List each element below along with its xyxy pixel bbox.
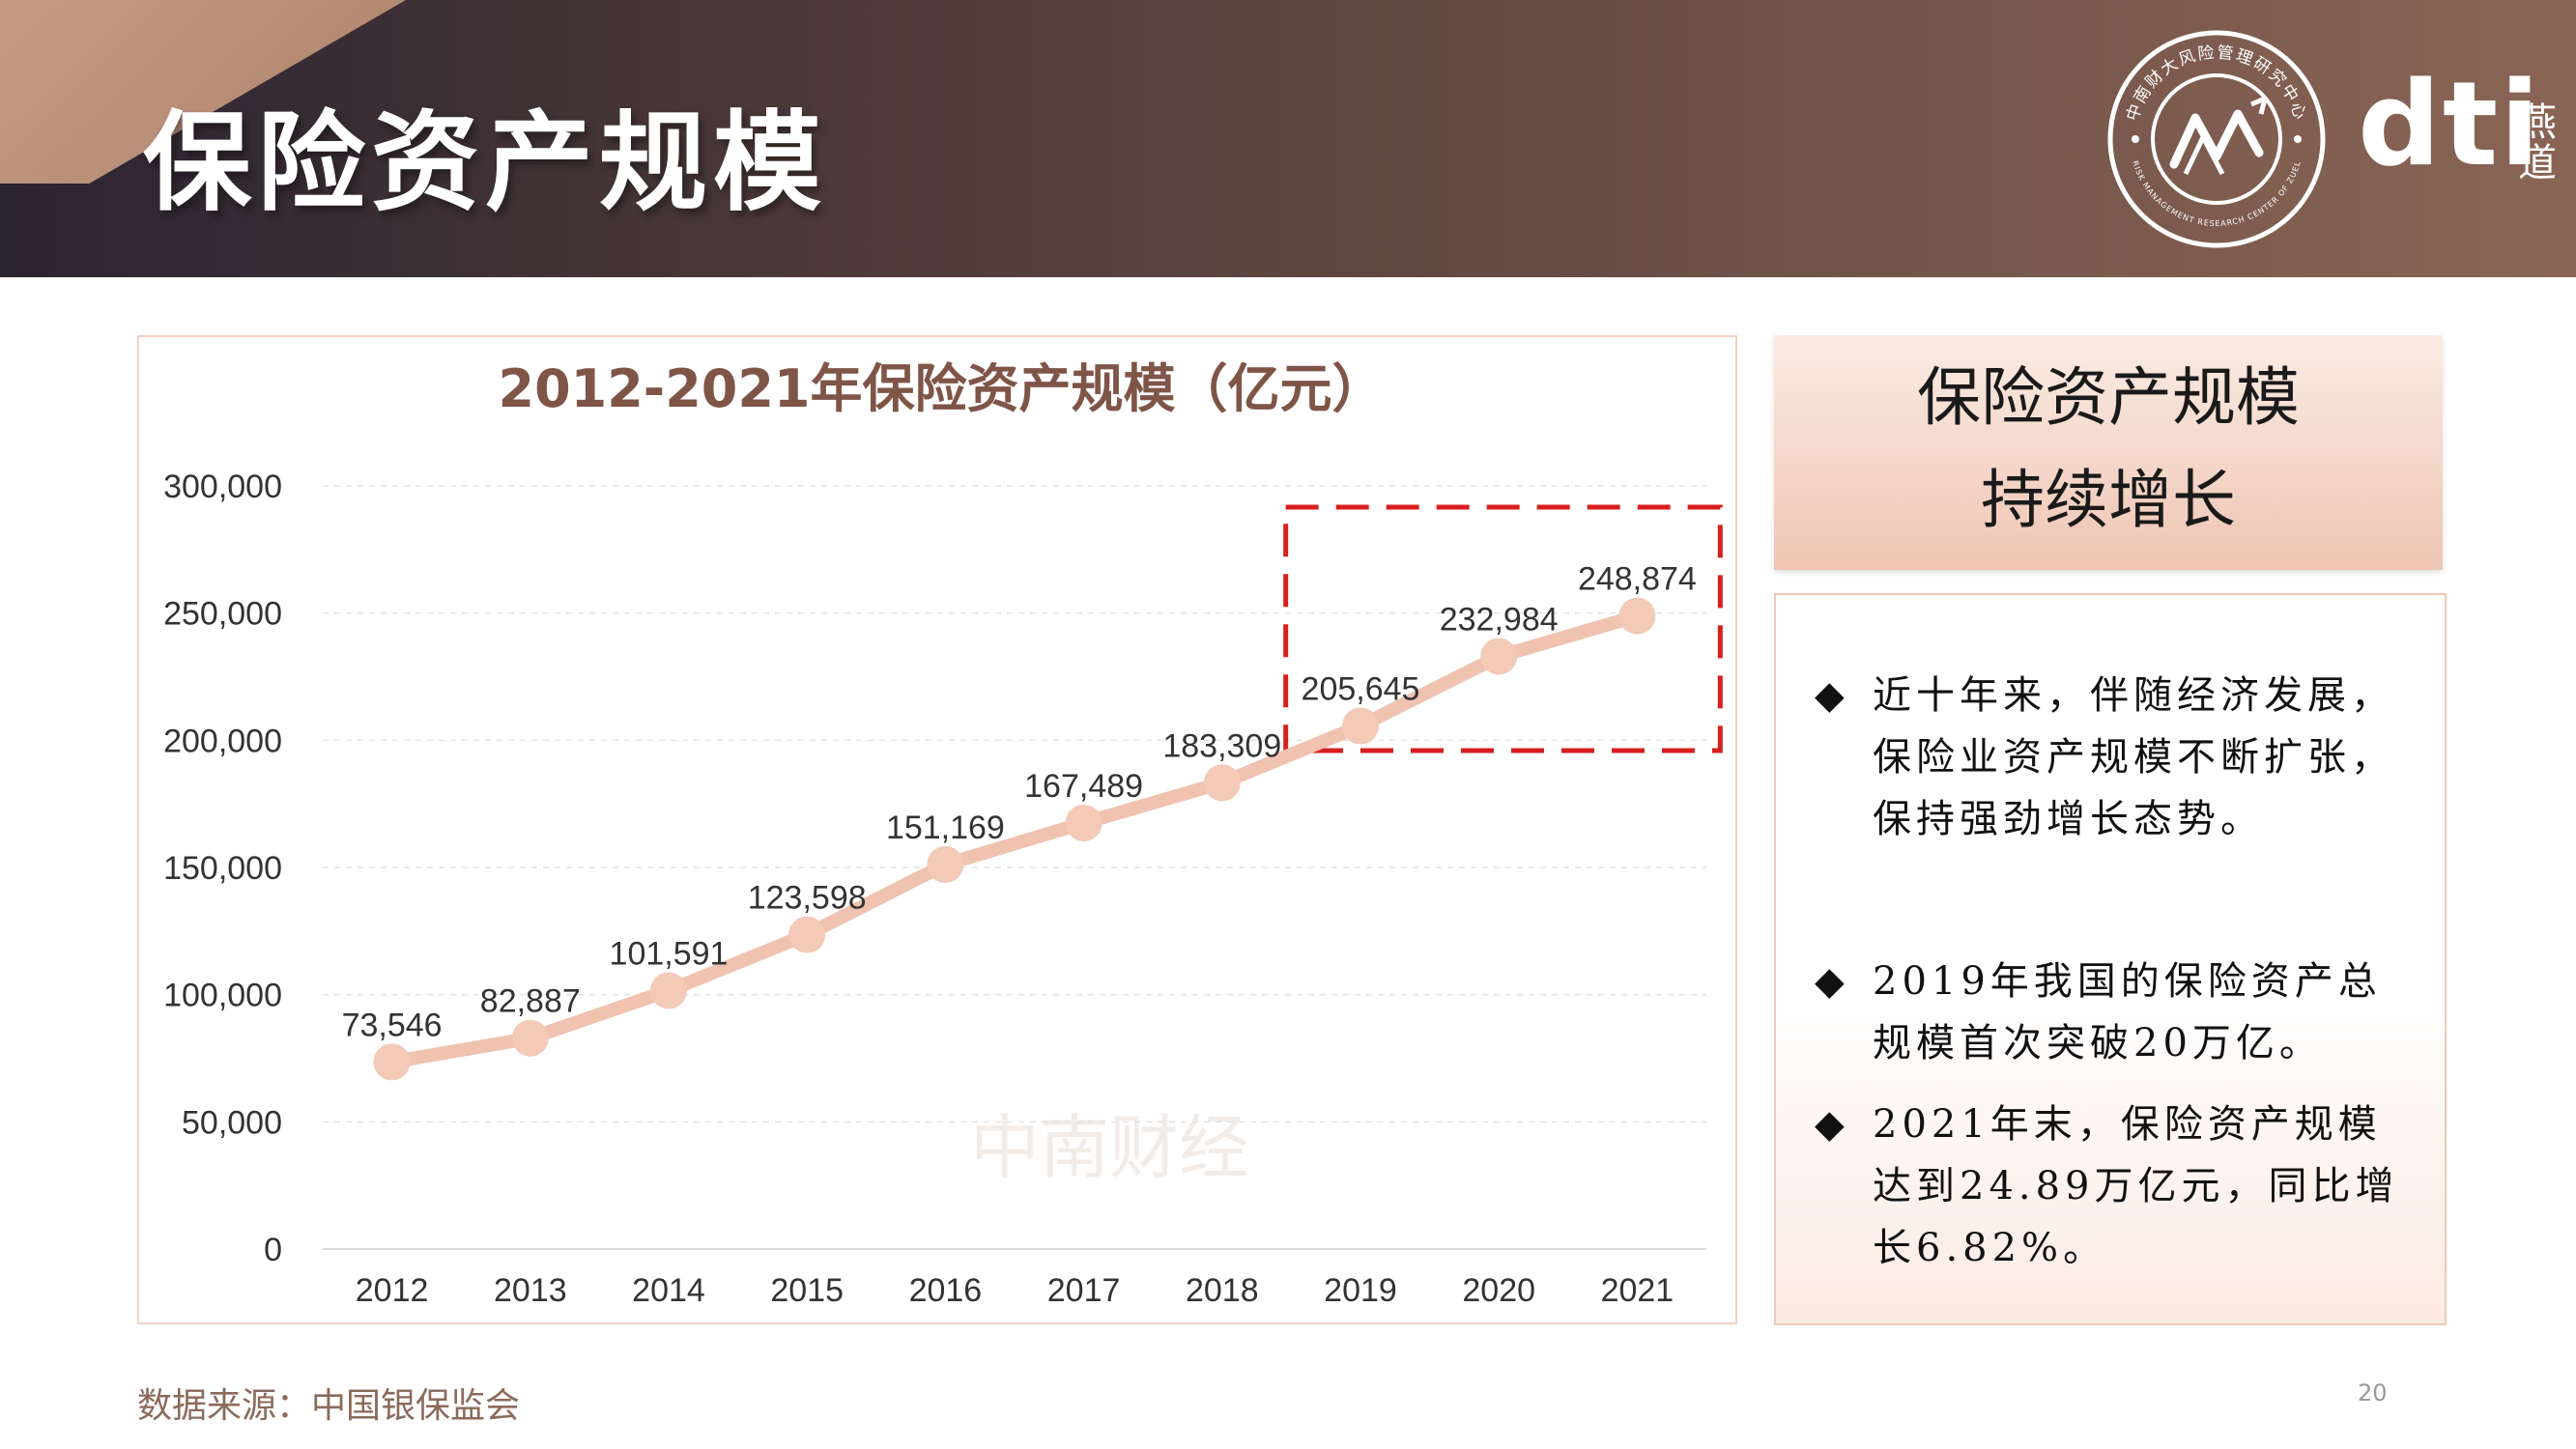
data-label: 248,874 (1578, 561, 1697, 598)
data-point (1480, 638, 1518, 675)
summary-bullets-card: ◆ 近十年来，伴随经济发展，保险业资产规模不断扩张，保持强劲增长态势。 ◆ 20… (1774, 593, 2447, 1325)
research-center-seal-icon: 中南财大风险管理研究中心 RISK MANAGEMENT RESEARCH CE… (2107, 30, 2326, 248)
y-tick-label: 150,000 (163, 850, 282, 887)
data-label: 232,984 (1440, 601, 1559, 638)
data-label: 167,489 (1024, 768, 1143, 805)
data-label: 73,546 (342, 1007, 443, 1043)
svg-text:RISK MANAGEMENT RESEARCH CENTE: RISK MANAGEMENT RESEARCH CENTER OF ZUEL (2131, 159, 2303, 228)
brand-logo-chinese: 燕道 (2518, 100, 2557, 185)
brand-logo-text: dti (2358, 58, 2542, 192)
diamond-bullet-icon: ◆ (1815, 959, 1849, 1004)
data-label: 183,309 (1162, 727, 1281, 764)
summary-heading-line2: 持续增长 (1981, 463, 2236, 537)
x-tick-label: 2019 (1324, 1272, 1397, 1309)
x-tick-label: 2017 (1047, 1272, 1121, 1309)
diamond-bullet-icon: ◆ (1815, 1102, 1849, 1147)
data-source-note: 数据来源：中国银保监会 (137, 1386, 521, 1426)
data-point (650, 972, 687, 1009)
y-tick-label: 250,000 (163, 596, 282, 633)
x-tick-label: 2016 (909, 1272, 983, 1309)
bullet-text: 2021年末，保险资产规模达到24.89万亿元，同比增长6.82%。 (1873, 1102, 2399, 1270)
bullet-text: 近十年来，伴随经济发展，保险业资产规模不断扩张，保持强劲增长态势。 (1873, 673, 2394, 841)
series-line (385, 609, 1645, 1069)
data-label: 101,591 (610, 935, 729, 972)
y-tick-label: 200,000 (163, 723, 282, 759)
y-tick-label: 50,000 (182, 1104, 282, 1141)
data-label: 205,645 (1302, 670, 1420, 707)
chart-title: 2012-2021年保险资产规模（亿元） (499, 358, 1385, 419)
data-point (927, 845, 964, 883)
data-label: 82,887 (480, 983, 581, 1020)
seal-text-bottom: RISK MANAGEMENT RESEARCH CENTER OF ZUEL (2131, 159, 2302, 228)
y-tick-label: 100,000 (163, 978, 282, 1014)
x-tick-label: 2013 (494, 1272, 567, 1309)
y-tick-label: 0 (264, 1232, 282, 1268)
page-number: 20 (2358, 1379, 2388, 1406)
x-tick-label: 2018 (1186, 1272, 1259, 1309)
y-tick-label: 300,000 (163, 469, 282, 505)
x-tick-label: 2015 (770, 1272, 844, 1309)
chart-panel: 2012-2021年保险资产规模（亿元） 中南财经 73,546 82,887 10… (137, 335, 1737, 1324)
bullet-item: ◆ 2021年末，保险资产规模达到24.89万亿元，同比增长6.82%。 (1815, 1094, 2418, 1279)
summary-heading-card: 保险资产规模 持续增长 (1774, 335, 2443, 570)
highlight-dashed-box (1283, 504, 1723, 753)
data-point (1618, 597, 1656, 635)
data-point (788, 916, 826, 953)
data-label: 151,169 (886, 810, 1005, 846)
bullet-item: ◆ 近十年来，伴随经济发展，保险业资产规模不断扩张，保持强劲增长态势。 (1815, 665, 2418, 850)
diamond-bullet-icon: ◆ (1815, 673, 1849, 718)
summary-heading-line1: 保险资产规模 (1917, 360, 2300, 435)
data-point (373, 1043, 411, 1081)
x-tick-label: 2021 (1601, 1272, 1674, 1309)
header-banner: 保险资产规模 中南财大风险管理研究中心 RISK MANAGEMENT RESE… (0, 0, 2576, 277)
data-point (1203, 764, 1241, 802)
data-point (1342, 707, 1379, 745)
bullet-item: ◆ 2019年我国的保险资产总规模首次突破20万亿。 (1815, 951, 2418, 1074)
watermark-text: 中南财经 (970, 1107, 1248, 1188)
data-label: 123,598 (748, 880, 867, 917)
x-tick-label: 2012 (356, 1272, 429, 1309)
line-chart: 2012-2021年保险资产规模（亿元） 中南财经 73,546 82,887 10… (163, 358, 1723, 1309)
x-tick-label: 2014 (632, 1272, 705, 1309)
bullet-text: 2019年我国的保险资产总规模首次突破20万亿。 (1873, 959, 2382, 1065)
data-point (1065, 804, 1102, 841)
x-tick-label: 2020 (1462, 1272, 1535, 1309)
data-point (511, 1019, 549, 1057)
page-title: 保险资产规模 (143, 100, 827, 226)
